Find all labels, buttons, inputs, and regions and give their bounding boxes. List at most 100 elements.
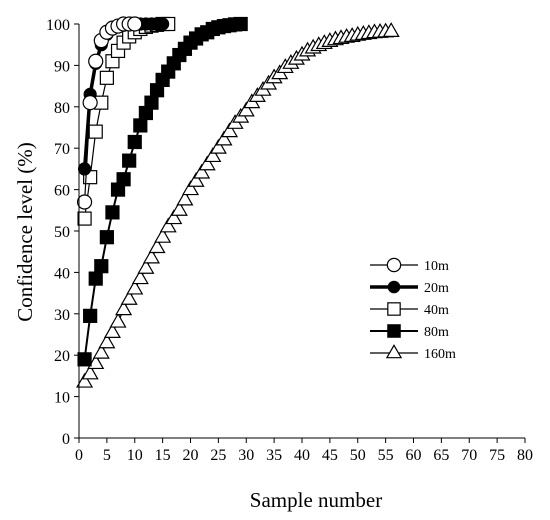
legend-label: 160m	[424, 347, 456, 362]
x-tick-label: 40	[294, 447, 310, 464]
data-point-80m	[88, 271, 103, 286]
data-point-80m	[116, 172, 131, 187]
y-tick-label: 70	[54, 141, 70, 158]
legend-entry-10m: 10m	[370, 257, 449, 274]
data-point-80m	[233, 16, 248, 32]
data-point-160m	[209, 138, 227, 154]
x-tick-label: 0	[75, 447, 83, 464]
data-point-160m	[103, 323, 121, 338]
x-tick-label: 45	[322, 447, 338, 464]
y-tick-label: 10	[54, 390, 70, 407]
data-point-160m	[142, 248, 161, 264]
legend-swatch-marker	[387, 280, 401, 294]
y-tick-label: 100	[46, 17, 70, 34]
y-tick-label: 50	[54, 224, 70, 241]
data-point-80m	[122, 153, 137, 168]
y-tick-label: 90	[54, 58, 70, 75]
data-point-80m	[77, 352, 92, 367]
x-tick-label: 80	[517, 447, 533, 464]
data-point-10m	[82, 95, 98, 111]
y-tick-label: 40	[54, 265, 70, 282]
series-10m	[76, 16, 143, 210]
data-point-40m	[77, 211, 92, 226]
data-point-160m	[181, 180, 200, 196]
data-point-160m	[187, 172, 205, 187]
data-point-80m	[94, 259, 109, 274]
legend-label: 20m	[424, 281, 449, 296]
y-axis-title: Confidence level (%)	[13, 142, 37, 322]
legend-entry-40m: 40m	[370, 302, 449, 318]
data-point-160m	[87, 354, 105, 370]
x-tick-label: 70	[461, 447, 477, 464]
data-point-20m	[156, 17, 170, 31]
data-point-10m	[76, 194, 93, 210]
data-point-160m	[159, 217, 177, 233]
x-tick-label: 50	[350, 447, 366, 464]
data-point-160m	[220, 122, 239, 138]
legend-label: 80m	[424, 325, 449, 340]
data-point-80m	[127, 134, 142, 150]
data-point-160m	[115, 300, 133, 316]
x-tick-label: 55	[378, 447, 394, 464]
data-point-160m	[137, 258, 155, 274]
data-point-80m	[133, 118, 148, 133]
y-tick-label: 80	[54, 100, 70, 117]
data-point-160m	[120, 290, 138, 305]
data-point-160m	[204, 147, 222, 163]
data-point-40m	[88, 124, 103, 139]
data-point-160m	[170, 201, 188, 216]
data-point-160m	[126, 279, 144, 295]
plot-area	[76, 16, 400, 388]
y-tick-label: 30	[54, 307, 70, 324]
legend-entry-80m: 80m	[370, 324, 449, 340]
y-tick-label: 20	[54, 348, 70, 365]
data-point-160m	[148, 238, 166, 254]
data-point-20m	[77, 162, 92, 176]
legend-label: 40m	[424, 303, 449, 318]
data-point-40m	[99, 70, 114, 85]
data-point-160m	[76, 372, 94, 388]
x-tick-label: 25	[210, 447, 226, 464]
data-point-80m	[99, 230, 114, 245]
x-tick-label: 30	[238, 447, 254, 464]
data-point-160m	[215, 130, 233, 146]
data-point-160m	[165, 209, 183, 225]
legend-swatch-marker	[387, 324, 401, 338]
x-tick-label: 35	[266, 447, 282, 464]
x-tick-label: 65	[433, 447, 449, 464]
x-tick-label: 60	[406, 447, 422, 464]
legend-swatch-marker	[387, 302, 401, 316]
legend: 10m 20m 40m 80m 160m	[370, 257, 456, 362]
data-point-160m	[92, 343, 110, 359]
y-tick-label: 60	[54, 183, 70, 200]
legend-entry-160m: 160m	[370, 344, 456, 362]
data-point-160m	[176, 190, 194, 206]
data-point-160m	[237, 101, 255, 117]
data-point-160m	[109, 312, 127, 328]
series-40m	[77, 16, 176, 226]
series-line-160m	[84, 30, 392, 383]
data-point-80m	[105, 205, 120, 220]
axes: 0 5 10 15 20 25 30 35 40 45 50 55 60 65 70 75 80 0 10 20 30 4…	[46, 17, 533, 464]
x-tick-label: 15	[155, 447, 171, 464]
series-80m	[77, 16, 248, 367]
x-tick-label: 5	[103, 447, 111, 464]
legend-swatch-marker	[386, 257, 402, 273]
legend-label: 10m	[424, 259, 449, 274]
x-tick-label: 10	[127, 447, 143, 464]
x-tick-label: 20	[183, 447, 199, 464]
data-point-160m	[81, 364, 99, 380]
data-point-160m	[131, 269, 149, 285]
data-point-10m	[127, 16, 143, 32]
series-160m	[76, 22, 400, 388]
x-axis-title: Sample number	[250, 488, 382, 512]
legend-entry-20m: 20m	[370, 280, 449, 296]
data-point-80m	[144, 95, 159, 110]
data-point-80m	[83, 308, 98, 323]
y-tick-label: 0	[62, 431, 70, 448]
x-tick-label: 75	[489, 447, 505, 464]
data-point-160m	[382, 22, 400, 38]
data-point-160m	[98, 333, 116, 349]
data-point-160m	[198, 155, 216, 171]
